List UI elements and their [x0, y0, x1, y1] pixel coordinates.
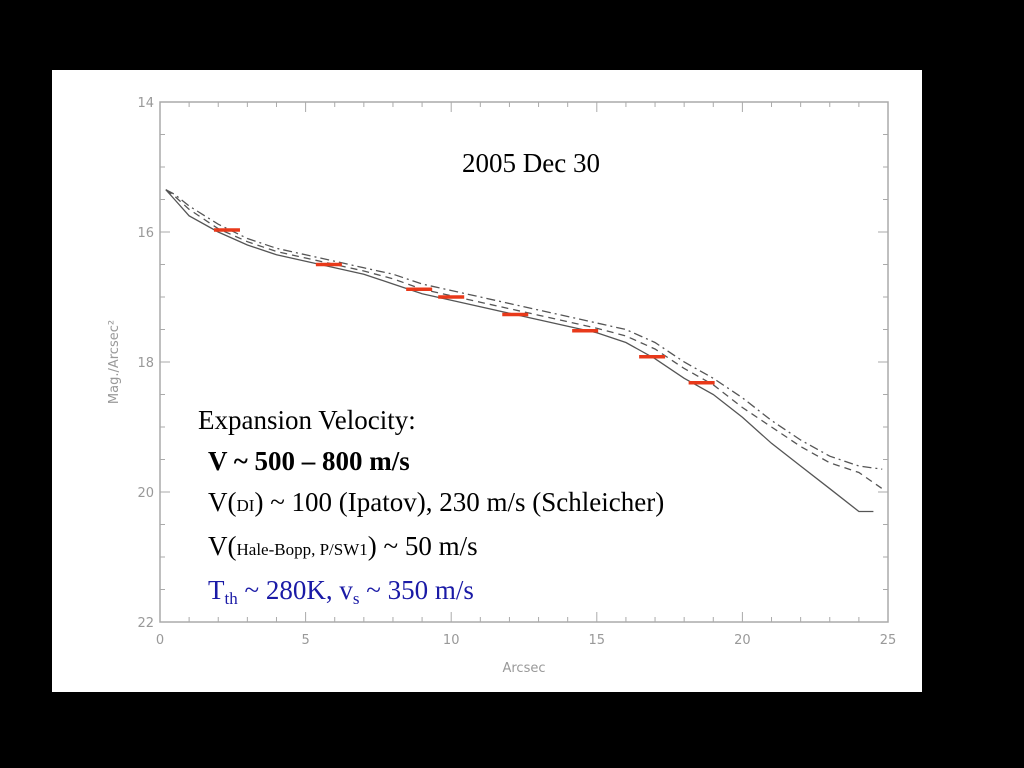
x-tick-label: 10 — [443, 633, 460, 648]
velocity-range: V ~ 500 – 800 m/s — [208, 446, 410, 476]
velocity-heading: Expansion Velocity: — [198, 405, 416, 435]
observation-date: 2005 Dec 30 — [462, 148, 600, 178]
y-tick-label: 18 — [137, 356, 154, 371]
x-tick-label: 15 — [589, 633, 606, 648]
slide-panel: 0 5 10 15 20 25 14 16 18 20 22 Arcsec Mag./Arcsec² 2… — [52, 70, 922, 692]
profile-curve-dashdot — [165, 189, 883, 470]
x-axis-title: Arcsec — [502, 661, 545, 676]
expansion-velocity-notes: Expansion Velocity: V ~ 500 – 800 m/s V(… — [198, 400, 664, 611]
brightness-profile-chart: 0 5 10 15 20 25 14 16 18 20 22 Arcsec Mag./Arcsec² — [107, 96, 897, 676]
thermal-velocity: Tth ~ 280K, vs ~ 350 m/s — [208, 575, 474, 608]
y-axis-title: Mag./Arcsec² — [107, 320, 122, 404]
x-tick-label: 25 — [880, 633, 897, 648]
y-tick-label: 16 — [137, 226, 154, 241]
x-tick-label: 0 — [156, 633, 164, 648]
y-tick-label: 14 — [137, 96, 154, 111]
y-tick-label: 22 — [137, 616, 154, 631]
velocity-di: V(DI) ~ 100 (Ipatov), 230 m/s (Schleiche… — [208, 487, 665, 517]
velocity-hale-bopp: V(Hale-Bopp, P/SW1) ~ 50 m/s — [208, 531, 478, 561]
x-tick-label: 5 — [301, 633, 309, 648]
y-tick-label: 20 — [137, 486, 154, 501]
x-tick-label: 20 — [734, 633, 751, 648]
profile-curve-dashed — [165, 189, 883, 490]
